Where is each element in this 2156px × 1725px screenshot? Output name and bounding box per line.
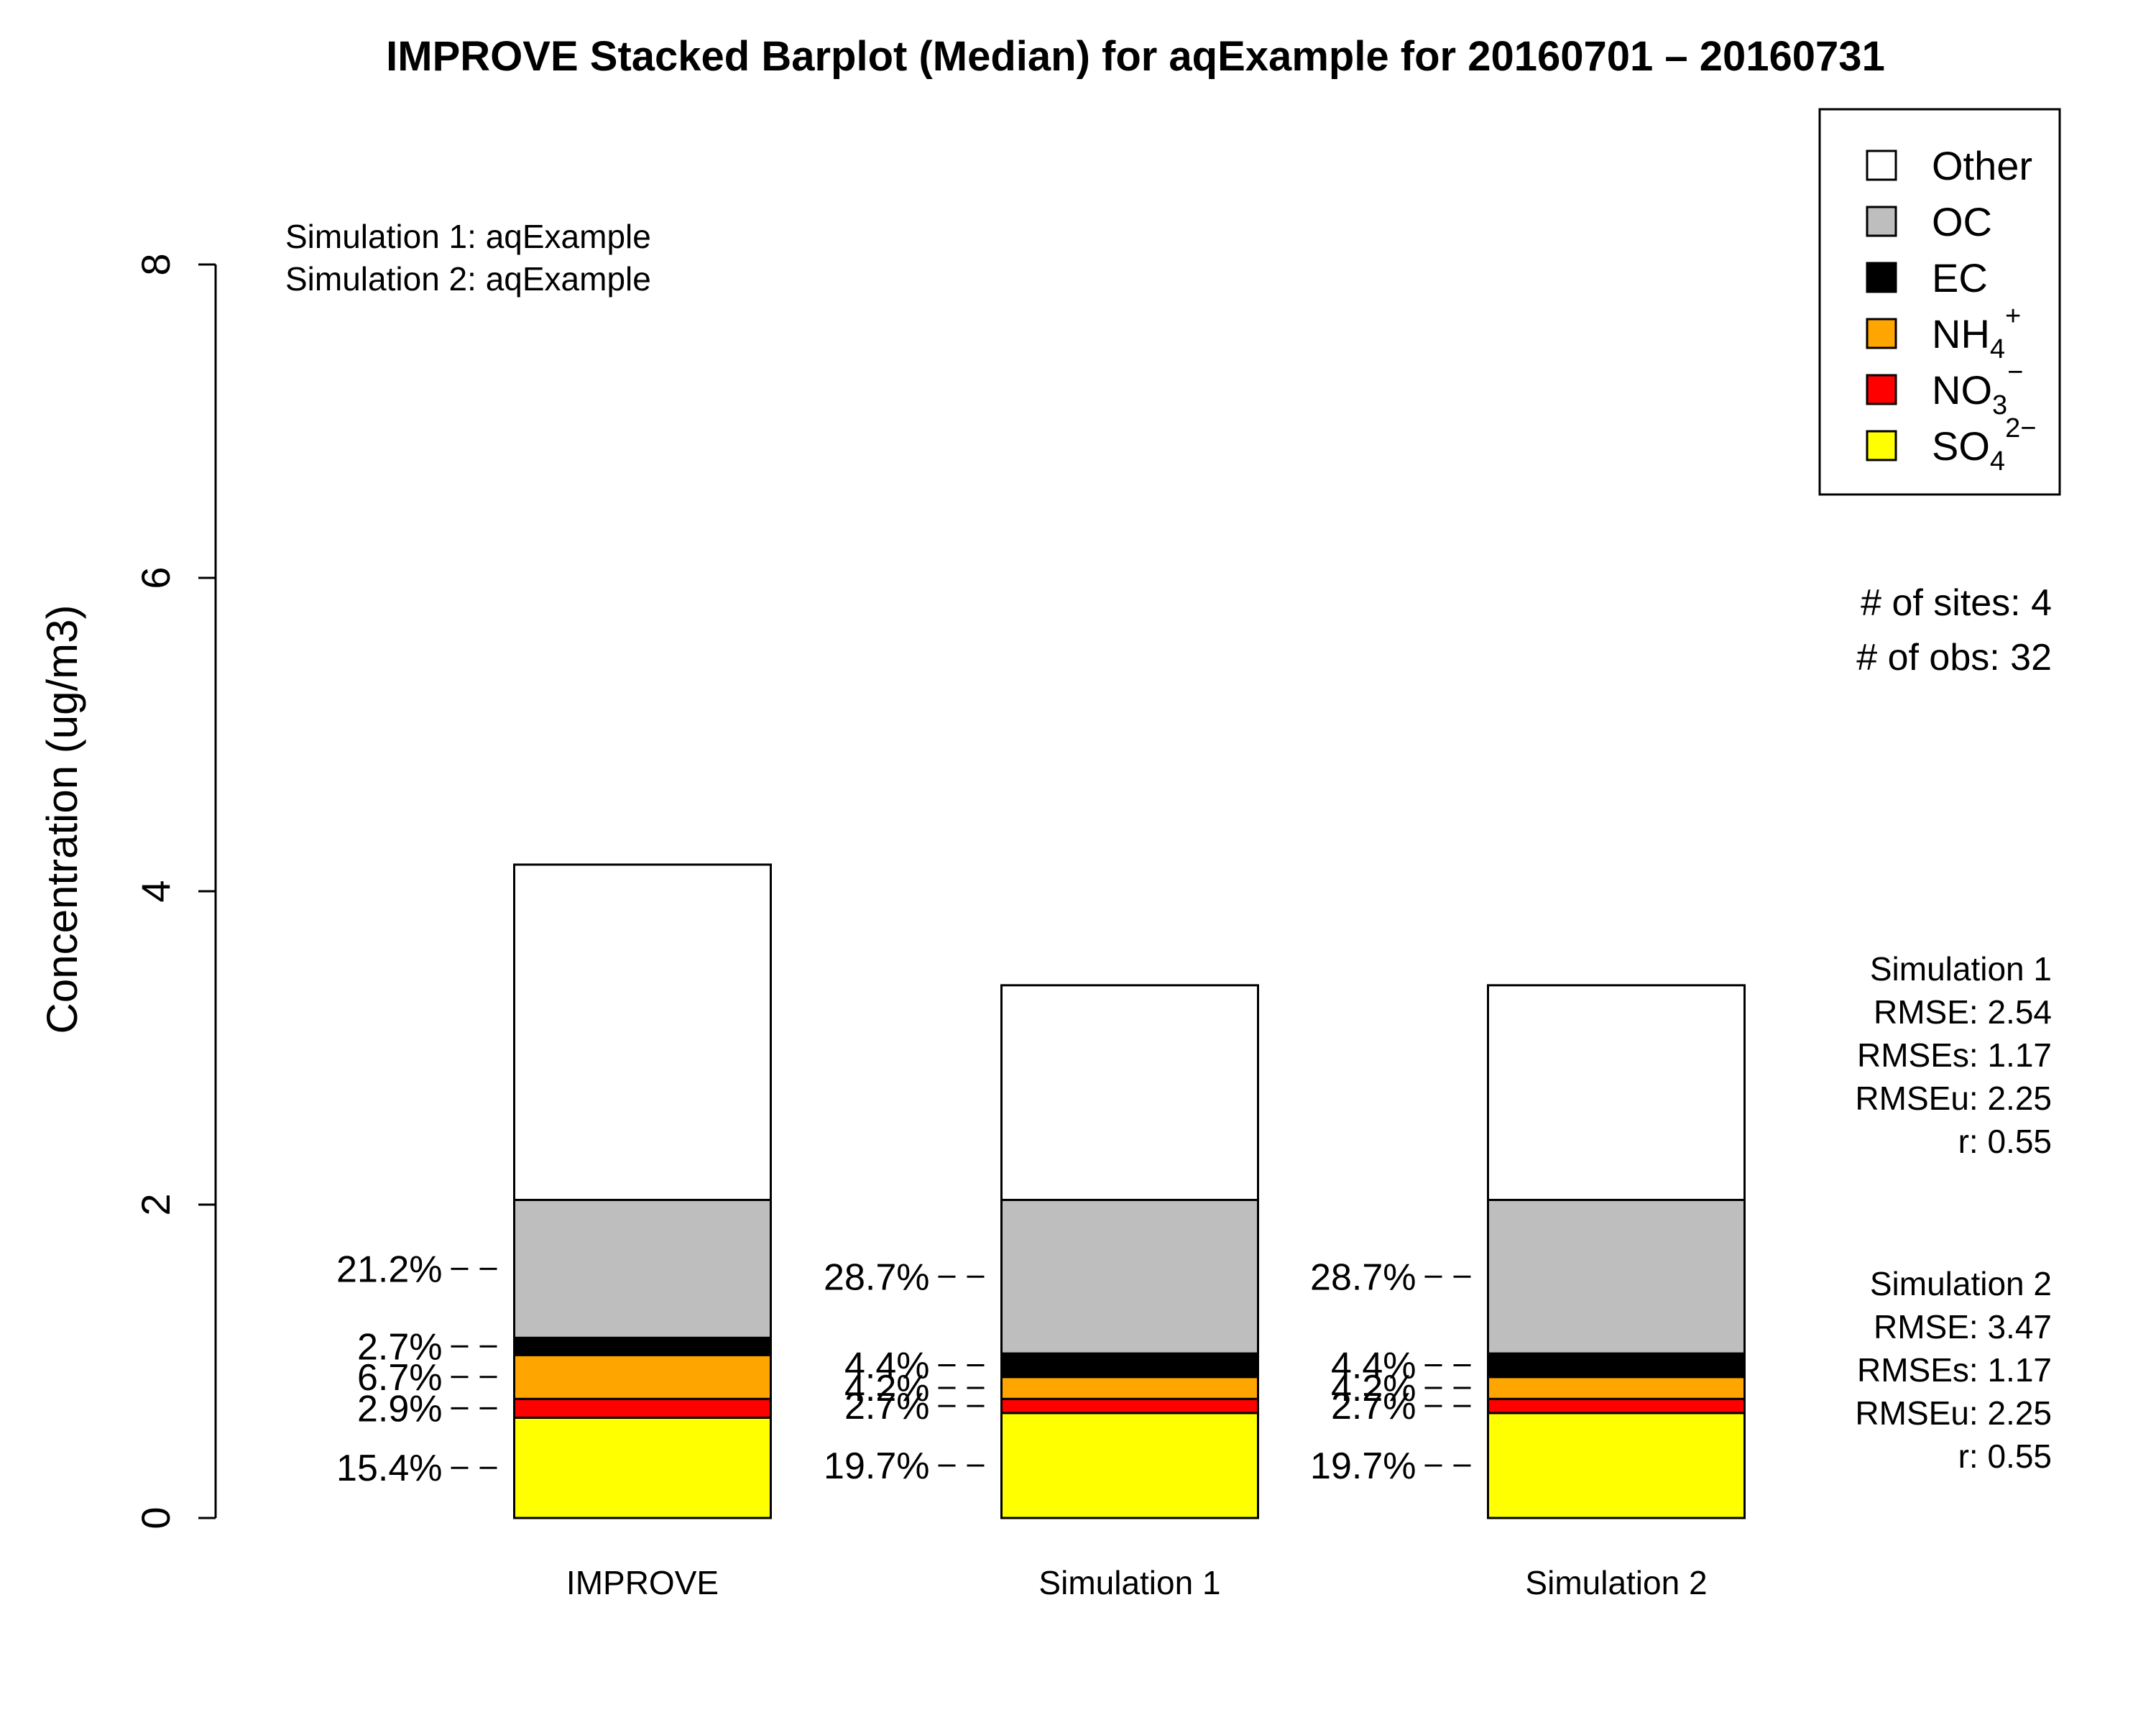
legend-swatch — [1866, 206, 1897, 237]
percent-label-oc: 21.2% — [336, 1248, 442, 1290]
percent-label-nh4: 6.7% — [357, 1357, 443, 1399]
percent-label-ec: 4.4% — [1331, 1345, 1416, 1386]
percent-label-so4: 19.7% — [1310, 1445, 1416, 1487]
bar-segment-nh4 — [1487, 1376, 1746, 1400]
bar-segment-so4 — [1487, 1412, 1746, 1519]
y-tick-label: 4 — [133, 880, 178, 902]
bar-segment-ec — [1487, 1352, 1746, 1379]
sites-count: # of sites: 4 — [1861, 582, 2052, 624]
stat-name: Simulation 1 — [1870, 950, 2052, 988]
obs-count: # of obs: 32 — [1856, 637, 2052, 678]
stats-blocks: Simulation 1 RMSE: 2.54 RMSEs: 1.17 RMSEu: … — [1855, 950, 2052, 1475]
percent-label-oc: 28.7% — [1310, 1256, 1416, 1298]
stat-rmses: RMSEs: 1.17 — [1857, 1351, 2052, 1389]
bar-segment-other — [1000, 984, 1259, 1201]
y-tick-label: 6 — [133, 566, 178, 589]
bar-segment-oc — [1487, 1198, 1746, 1355]
stat-rmses: RMSEs: 1.17 — [1857, 1036, 2052, 1074]
bars-group — [513, 863, 1746, 1519]
percent-labels: 15.4%2.9%6.7%2.7%21.2%19.7%2.7%4.2%4.4%2… — [336, 1248, 1471, 1489]
chart-title: IMPROVE Stacked Barplot (Median) for aqE… — [386, 33, 1885, 80]
category-label: IMPROVE — [566, 1564, 719, 1601]
stat-rmse: RMSE: 2.54 — [1874, 993, 2052, 1031]
bar-segment-other — [513, 863, 772, 1201]
percent-label-oc: 28.7% — [824, 1256, 929, 1298]
percent-label-nh4: 4.2% — [844, 1368, 930, 1409]
legend-swatch — [1866, 374, 1897, 405]
percent-label-no3: 2.7% — [844, 1386, 930, 1427]
category-label: Simulation 2 — [1525, 1564, 1707, 1601]
bar-segment-no3 — [513, 1397, 772, 1419]
category-labels: IMPROVE Simulation 1 Simulation 2 — [566, 1564, 1708, 1601]
legend-entry-label: SO42− — [1932, 413, 2036, 477]
percent-label-ec: 4.4% — [844, 1345, 930, 1386]
legend-entry-label: NH4+ — [1932, 301, 2021, 364]
legend-swatch — [1866, 150, 1897, 181]
percent-label-so4: 15.4% — [336, 1448, 442, 1489]
bar-segment-oc — [1000, 1198, 1259, 1355]
sim1-name-note: Simulation 1: aqExample — [285, 218, 651, 255]
stat-r: r: 0.55 — [1958, 1123, 2052, 1160]
percent-label-no3: 2.7% — [1331, 1386, 1416, 1427]
stat-name: Simulation 2 — [1870, 1265, 2052, 1302]
legend-swatch — [1866, 262, 1897, 293]
legend-entry-label: EC — [1932, 255, 1988, 300]
bar-segment-other — [1487, 984, 1746, 1201]
y-axis-label: Concentration (ug/m3) — [38, 605, 86, 1034]
y-axis: 0 2 4 6 8 — [133, 253, 217, 1530]
bar-segment-nh4 — [1000, 1376, 1259, 1400]
legend-entry-label: Other — [1932, 143, 2032, 188]
percent-label-so4: 19.7% — [824, 1445, 929, 1487]
legend-entry-label: OC — [1932, 199, 1992, 244]
legend-entry-label: NO3− — [1932, 357, 2023, 420]
y-tick-label: 2 — [133, 1193, 178, 1215]
bar-segment-ec — [513, 1336, 772, 1356]
stat-r: r: 0.55 — [1958, 1438, 2052, 1475]
legend-box — [1818, 108, 2061, 496]
bar-segment-ec — [1000, 1352, 1259, 1379]
category-label: Simulation 1 — [1038, 1564, 1220, 1601]
sim2-name-note: Simulation 2: aqExample — [285, 260, 651, 298]
stat-rmseu: RMSEu: 2.25 — [1855, 1394, 2052, 1432]
bar-segment-no3 — [1487, 1397, 1746, 1414]
bar-segment-oc — [513, 1198, 772, 1339]
percent-label-ec: 2.7% — [357, 1326, 443, 1368]
bar-segment-so4 — [1000, 1412, 1259, 1519]
bar-segment-nh4 — [513, 1353, 772, 1400]
stat-rmse: RMSE: 3.47 — [1874, 1308, 2052, 1346]
legend-swatch — [1866, 318, 1897, 349]
percent-label-no3: 2.9% — [357, 1388, 443, 1430]
bar-segment-so4 — [513, 1416, 772, 1519]
percent-label-nh4: 4.2% — [1331, 1368, 1416, 1409]
legend-swatch — [1866, 430, 1897, 461]
bar-segment-no3 — [1000, 1397, 1259, 1414]
y-tick-label: 8 — [133, 253, 178, 275]
y-tick-label: 0 — [133, 1506, 178, 1529]
stat-rmseu: RMSEu: 2.25 — [1855, 1080, 2052, 1117]
